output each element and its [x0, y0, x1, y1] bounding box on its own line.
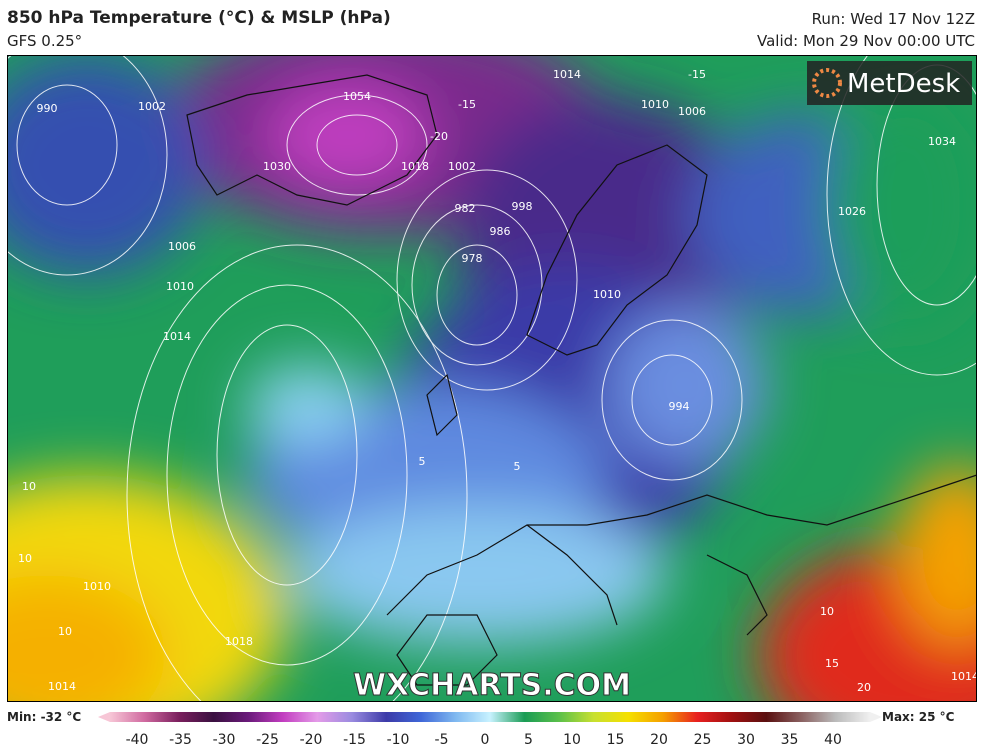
contour-label: 1014: [163, 330, 191, 343]
logo: MetDesk: [847, 69, 960, 99]
contour-label: 20: [857, 681, 871, 694]
logo-box: [807, 61, 972, 105]
contour-label: 1010: [83, 580, 111, 593]
contour-label: -15: [688, 68, 706, 81]
contour-label: 1014: [48, 680, 76, 693]
min-temp: Min: -32 °C: [7, 710, 82, 724]
colorbar-tick: -35: [169, 732, 192, 748]
contour-label: -20: [430, 130, 448, 143]
contour-label: 978: [462, 252, 483, 265]
contour-label: 1010: [641, 98, 669, 111]
logo-icon: [812, 68, 842, 98]
valid-time: Valid: Mon 29 Nov 00:00 UTC: [757, 32, 975, 50]
colorbar-tick: -25: [256, 732, 279, 748]
contour-label: 1002: [138, 100, 166, 113]
colorbar-tick: -20: [299, 732, 323, 748]
temperature-field: 1054103098297899898610109941006101010141…: [7, 55, 977, 702]
contour-label: 1026: [838, 205, 866, 218]
colorbar-tick: -10: [386, 732, 410, 748]
colorbar-tick: -15: [343, 732, 366, 748]
contour-label: 1010: [593, 288, 621, 301]
title: 850 hPa Temperature (°C) & MSLP (hPa): [7, 8, 391, 28]
contour-label: 15: [825, 657, 839, 670]
colorbar-tick: -5: [434, 732, 449, 748]
contour-label: 1018: [225, 635, 253, 648]
contour-label: 1010: [166, 280, 194, 293]
contour-label: 982: [455, 202, 476, 215]
contour-label: 1006: [678, 105, 706, 118]
map: 1054103098297899898610109941006101010141…: [7, 55, 977, 702]
map-frame: [7, 55, 977, 702]
model: GFS 0.25°: [7, 32, 83, 50]
contour-label: 1006: [168, 240, 196, 253]
contour-label: 1018: [401, 160, 429, 173]
colorbar-tick: 20: [650, 732, 668, 748]
colorbar-tick: 5: [524, 732, 533, 748]
contour-labels: 1054103098297899898610109941006101010141…: [18, 68, 977, 694]
contour-label: 1002: [448, 160, 476, 173]
contour-label: 10: [22, 480, 36, 493]
contour-label: 990: [37, 102, 58, 115]
colorbar-tick: 10: [563, 732, 581, 748]
contour-label: 10: [18, 552, 32, 565]
contour-label: 1054: [343, 90, 371, 103]
run-time: Run: Wed 17 Nov 12Z: [811, 10, 975, 28]
colorbar-tick: 25: [693, 732, 712, 748]
colorbar: [98, 712, 882, 722]
contour-label: 1014: [951, 670, 977, 683]
colorbar-tick: 40: [824, 732, 842, 748]
contour-label: 998: [512, 200, 533, 213]
contour-label: 10: [58, 625, 72, 638]
colorbar-tick: -40: [125, 732, 149, 748]
contour-label: 1014: [553, 68, 581, 81]
colorbar-tick: -30: [212, 732, 236, 748]
max-temp: Max: 25 °C: [882, 710, 955, 724]
contour-label: 994: [669, 400, 690, 413]
colorbar-tick: 35: [780, 732, 799, 748]
contour-label: 5: [514, 460, 521, 473]
contour-label: 986: [490, 225, 511, 238]
contour-label: 1030: [263, 160, 291, 173]
colorbar-tick: 30: [737, 732, 755, 748]
contour-label: 10: [820, 605, 834, 618]
contour-label: 1034: [928, 135, 956, 148]
contour-label: 5: [419, 455, 426, 468]
watermark: WXCHARTS.COM: [353, 668, 631, 702]
colorbar-tick: 0: [480, 732, 490, 748]
contour-label: -15: [458, 98, 476, 111]
colorbar-tick: 15: [606, 732, 625, 748]
